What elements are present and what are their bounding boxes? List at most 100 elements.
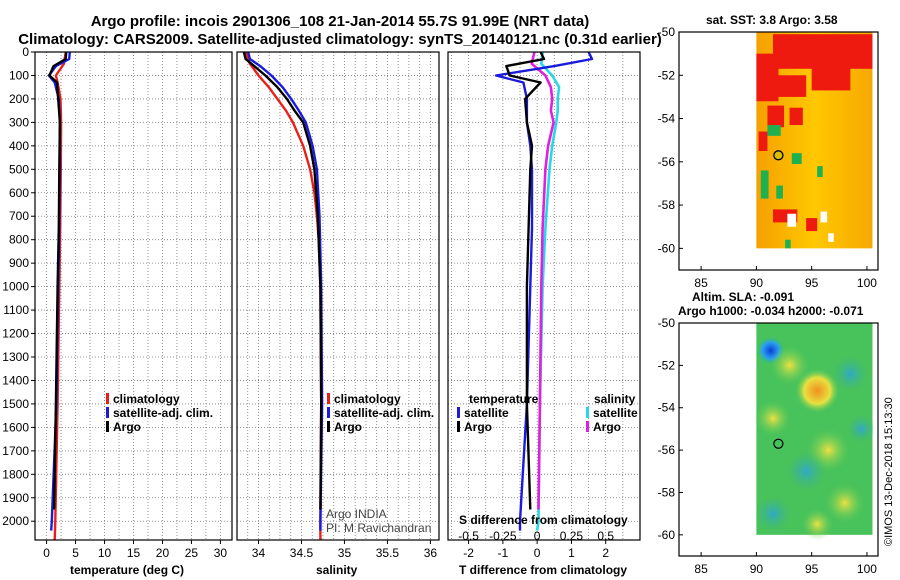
sst-cool-patch [791, 153, 802, 164]
sst-warm-patch [772, 34, 873, 69]
x-tick-label: 35 [338, 546, 352, 560]
y-tick-label: 1300 [2, 350, 29, 364]
sst-warm-patch [767, 105, 785, 128]
sla-anomaly-blob [795, 368, 840, 413]
sst-map-frame [678, 31, 879, 271]
map-y-tick-label: -52 [658, 68, 676, 82]
y-tick-label: 1900 [2, 491, 29, 505]
x-tick-label: 0 [534, 546, 541, 560]
map-x-tick-label: 100 [857, 276, 877, 290]
y-tick-label: 400 [9, 139, 29, 153]
map-y-tick-label: -58 [658, 485, 676, 499]
x-tick-label: 1 [568, 546, 575, 560]
map-x-tick-label: 95 [805, 562, 819, 576]
sst-cool-patch [776, 185, 783, 199]
maps-layer [754, 32, 876, 541]
title-line-2: Climatology: CARS2009. Satellite-adjuste… [18, 31, 662, 48]
s-difference-xlabel: S difference from climatology [459, 513, 628, 527]
sst-gap [828, 233, 834, 242]
grid-layer [35, 51, 641, 540]
map-y-tick-label: -54 [658, 112, 676, 126]
map-x-tick-label: 90 [750, 276, 764, 290]
map-x-tick-label: 85 [694, 562, 708, 576]
map-y-tick-label: -56 [658, 155, 676, 169]
y-tick-label: 600 [9, 186, 29, 200]
sla-anomaly-blob [786, 451, 827, 492]
map-y-tick-label: -54 [658, 401, 676, 415]
legend-item-argo: Argo [457, 420, 538, 434]
map-y-tick-label: -50 [658, 25, 676, 39]
series-line-satellite-adj-clim- [247, 52, 324, 531]
legend-heading-temperature: temperature [469, 392, 539, 406]
sst-map-title: sat. SST: 3.8 Argo: 3.58 [706, 13, 838, 27]
x-tick-label: 5 [72, 546, 79, 560]
map-y-tick-label: -58 [658, 198, 676, 212]
y-tick-label: 1500 [2, 397, 29, 411]
argo-location-marker [773, 150, 784, 161]
y-tick-label: 0 [22, 45, 29, 59]
sla-anomaly-blob [824, 483, 865, 524]
legend-item-climatology: climatology [327, 392, 434, 406]
temperature-xlabel: temperature (deg C) [70, 563, 185, 577]
x-tick-label: 36 [424, 546, 438, 560]
x2-tick-label: 0.5 [597, 529, 614, 543]
legend-item-satellite-adj: satellite-adj. clim. [106, 406, 213, 420]
sla-anomaly-blob [769, 345, 810, 386]
sla-anomaly-blob [754, 495, 791, 532]
legend-item-satellite: satellite [457, 406, 538, 420]
x-tick-label: 34 [252, 546, 266, 560]
legend-item-argo: Argo [586, 420, 638, 434]
x-tick-label: 34.5 [290, 546, 314, 560]
legend-item-climatology: climatology [106, 392, 213, 406]
title-line-1: Argo profile: incois 2901306_108 21-Jan-… [90, 13, 590, 30]
series-line-argo [48, 52, 68, 510]
temperature-legend: climatology satellite-adj. clim. Argo [106, 392, 213, 434]
sla-anomaly-blob [754, 400, 791, 437]
legend-heading-salinity: salinity [594, 392, 636, 406]
y-tick-label: 900 [9, 256, 29, 270]
sst-cool-patch [817, 166, 823, 177]
t-difference-xlabel: T difference from climatology [459, 563, 628, 577]
sst-warm-patch [756, 53, 779, 102]
series-line-climatology [244, 52, 323, 540]
y-tick-label: 100 [9, 68, 29, 82]
map-x-tick-label: 100 [857, 562, 877, 576]
x-tick-label: 10 [98, 546, 112, 560]
map-y-tick-label: -52 [658, 358, 676, 372]
x-tick-label: 35.5 [376, 546, 400, 560]
sst-gap [820, 211, 828, 223]
sst-cool-patch [767, 125, 781, 136]
map-y-tick-label: -60 [658, 241, 676, 255]
sla-map-subtitle: Argo h1000: -0.034 h2000: -0.071 [678, 304, 864, 318]
difference-salinity-legend: salinity satellite Argo [586, 392, 638, 434]
sla-anomaly-blob [801, 508, 834, 541]
y-tick-label: 1400 [2, 373, 29, 387]
argo-location-marker [773, 438, 784, 449]
annotation-pi: PI: M Ravichandran [326, 521, 432, 535]
series-line-temperature-argo [505, 52, 546, 510]
legend-item-satellite: satellite [586, 406, 638, 420]
difference-temperature-legend: temperature satellite Argo [457, 392, 538, 434]
sla-map-title: Altim. SLA: -0.091 [692, 290, 795, 304]
y-tick-label: 1600 [2, 420, 29, 434]
x-tick-label: -1 [498, 546, 509, 560]
sla-anomaly-blob [847, 414, 876, 443]
y-tick-label: 1800 [2, 467, 29, 481]
y-tick-label: 500 [9, 162, 29, 176]
sst-gap [787, 213, 797, 227]
legend-item-argo: Argo [106, 420, 213, 434]
series-layer [47, 52, 594, 540]
x2-tick-label: -0.5 [458, 529, 479, 543]
map-x-tick-label: 95 [805, 276, 819, 290]
series-line-temperature-satellite [494, 52, 594, 531]
map-y-tick-label: -56 [658, 443, 676, 457]
y-tick-label: 2000 [2, 514, 29, 528]
map-x-tick-label: 90 [750, 562, 764, 576]
sla-anomaly-blob [832, 355, 869, 392]
x-tick-label: 15 [127, 546, 141, 560]
salinity-legend: climatology satellite-adj. clim. Argo [327, 392, 434, 434]
sla-map-frame [678, 322, 879, 557]
y-tick-label: 1700 [2, 444, 29, 458]
